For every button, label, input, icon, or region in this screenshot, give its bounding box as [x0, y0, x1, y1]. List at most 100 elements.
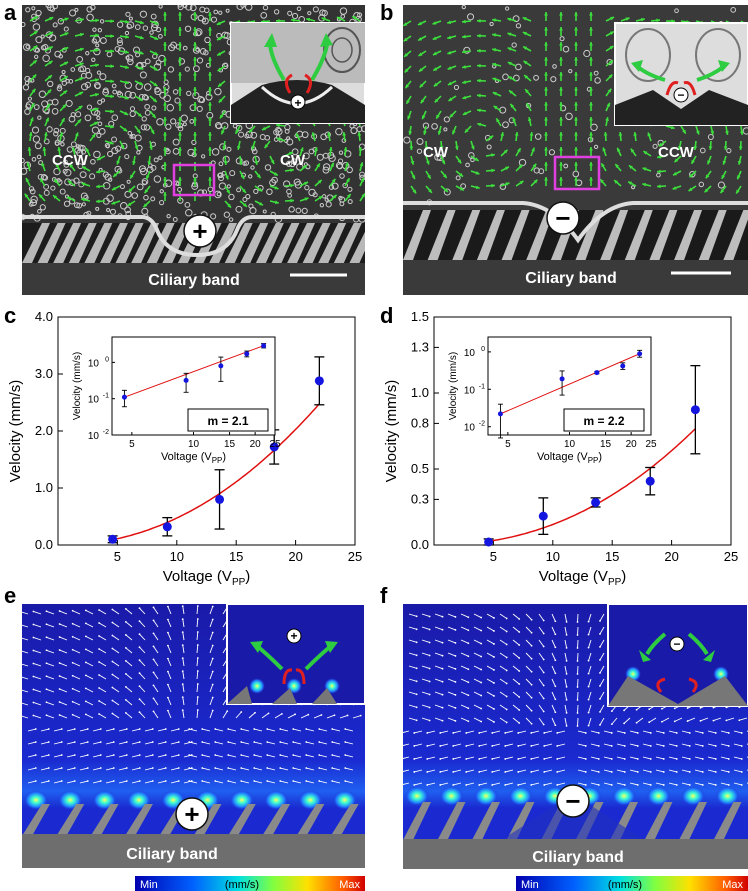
chart-c-ylabel: Velocity (mm/s) [7, 380, 24, 483]
svg-text:0: 0 [481, 346, 485, 353]
simulation-e: + Ciliary band + Min (mm/s) Max [22, 604, 365, 891]
chart-d-inset-xlabel: Voltage (VPP) [537, 451, 602, 465]
chart-d-inset-point-2 [594, 370, 600, 376]
chart-c-xtick-5: 5 [114, 549, 121, 564]
chart-d-point-2 [591, 497, 601, 507]
chart-d-inset-ylabel: Velocity (mm/s) [448, 352, 459, 420]
chart-c-point-3 [269, 442, 279, 452]
chart-c-xtick-10: 10 [170, 549, 184, 564]
chart-d-inset-point-3 [620, 363, 626, 369]
chart-c: 5 10 15 20 25 0.0 1.0 2.0 3.0 4.0 Voltage (VPP) Vel… [0, 303, 372, 585]
chart-c-annotation: m = 2.1 [207, 414, 248, 428]
ciliary-band-label-f: Ciliary band [532, 849, 624, 866]
chart-d-xtick-10: 10 [546, 549, 560, 564]
colorbar-f [516, 876, 748, 891]
chart-d-inset-xtick-10: 10 [564, 439, 576, 450]
chart-c-inset-point-0 [121, 394, 127, 400]
chart-c-ytick-3.0: 3.0 [35, 366, 53, 381]
chart-d-xtick-5: 5 [490, 549, 497, 564]
chart-c-xlabel: Voltage (VPP) [163, 568, 251, 585]
chart-d-point-1 [538, 511, 548, 521]
colorbar-min-f: Min [521, 879, 539, 891]
chart-c-inset-fit [124, 345, 264, 398]
svg-text:−: − [673, 637, 680, 651]
chart-d-ytick-1.3: 1.3 [411, 339, 429, 354]
svg-text:+: + [294, 96, 301, 110]
chart-c-inset-point-1 [183, 377, 189, 383]
svg-text:-1: -1 [479, 383, 485, 390]
chart-c-inset-xtick-5: 5 [129, 439, 135, 450]
panel-label-d: d [380, 303, 394, 328]
chart-c-inset-point-2 [218, 363, 224, 369]
chart-c-ytick-0.0: 0.0 [35, 537, 53, 552]
charge-minus-b: − [555, 203, 570, 233]
chart-d-ytick-0.0: 0.0 [411, 537, 429, 552]
charge-minus-f: − [565, 786, 580, 816]
ciliary-band-label-e: Ciliary band [126, 846, 218, 863]
svg-text:0: 0 [105, 356, 109, 363]
chart-c-ytick-1.0: 1.0 [35, 480, 53, 495]
chart-d: 5 10 15 20 25 0.0 0.3 0.5 0.8 1.0 1.3 1.5 Voltage (V… [376, 303, 748, 585]
colorbar-unit-e: (mm/s) [225, 879, 259, 891]
chart-c-inset-xlabel: Voltage (VPP) [161, 451, 226, 465]
chart-d-xtick-20: 20 [664, 549, 678, 564]
chart-c-inset-ytick--1: 10 [88, 395, 100, 406]
chart-d-inset-xtick-5: 5 [505, 439, 511, 450]
colorbar-max-e: Max [339, 879, 360, 891]
svg-text:-2: -2 [479, 421, 485, 428]
chart-d-ytick-0.3: 0.3 [411, 491, 429, 506]
chart-c-point-0 [108, 534, 118, 544]
chart-d-fit-curve [488, 428, 696, 543]
label-ccw-a: CCW [52, 152, 89, 169]
chart-c-fit-curve [112, 403, 320, 541]
chart-d-inset-point-1 [559, 376, 565, 382]
chart-d-ytick-1.5: 1.5 [411, 309, 429, 324]
micrograph-b: − CW CCW Ciliary band − [403, 5, 748, 295]
colorbar-max-f: Max [722, 879, 743, 891]
chart-d-inset-fit [500, 353, 640, 415]
panel-label-c: c [4, 303, 17, 328]
chart-d-point-4 [690, 405, 700, 415]
chart-c-ytick-2.0: 2.0 [35, 423, 53, 438]
simulation-f: − Ciliary band − Min (mm/s) Max [403, 604, 748, 891]
chart-c-inset-ytick--2: 10 [88, 431, 100, 442]
chart-d-inset-xtick-15: 15 [600, 439, 612, 450]
chart-d-inset-ytick--2: 10 [464, 423, 476, 434]
chart-d-ylabel: Velocity (mm/s) [383, 380, 400, 483]
chart-d-annotation: m = 2.2 [583, 414, 624, 428]
svg-text:−: − [677, 88, 684, 102]
svg-text:-2: -2 [103, 429, 109, 436]
svg-text:-1: -1 [103, 393, 109, 400]
chart-d-inset-point-0 [497, 411, 503, 417]
chart-d-inset-xtick-25: 25 [645, 439, 657, 450]
chart-c-inset-xtick-25: 25 [269, 439, 281, 450]
micrograph-a: + CCW CW Ciliary band + [22, 5, 365, 295]
chart-c-ytick-4.0: 4.0 [35, 309, 53, 324]
chart-d-xlabel: Voltage (VPP) [539, 568, 627, 585]
chart-d-plot-frame [433, 316, 732, 546]
chart-d-annotation-box [563, 408, 645, 432]
svg-text:+: + [290, 629, 297, 643]
ciliary-band-label-b: Ciliary band [525, 270, 617, 287]
chart-d-inset-xtick-20: 20 [626, 439, 638, 450]
inset-b: − [614, 22, 748, 126]
ciliary-band-label-a: Ciliary band [148, 272, 240, 289]
label-ccw-b: CCW [658, 144, 695, 161]
inset-f: − [607, 604, 748, 707]
label-cw-b: CW [423, 144, 449, 161]
inset-a: + [230, 22, 365, 124]
colorbar-unit-f: (mm/s) [608, 879, 642, 891]
chart-c-inset-point-4 [261, 343, 267, 349]
chart-c-inset-xtick-15: 15 [224, 439, 236, 450]
chart-d-inset-ytick--1: 10 [464, 385, 476, 396]
chart-c-inset-xtick-20: 20 [250, 439, 262, 450]
chart-c-inset-ytick-0: 10 [88, 358, 100, 369]
panel-label-f: f [380, 583, 388, 608]
charge-plus-a: + [192, 216, 207, 246]
inset-e: + [226, 604, 365, 705]
chart-d-inset-ytick-0: 10 [464, 348, 476, 359]
chart-c-point-2 [215, 494, 225, 504]
chart-c-inset-point-3 [244, 351, 250, 357]
colorbar-e [135, 876, 365, 891]
label-cw-a: CW [280, 152, 306, 169]
